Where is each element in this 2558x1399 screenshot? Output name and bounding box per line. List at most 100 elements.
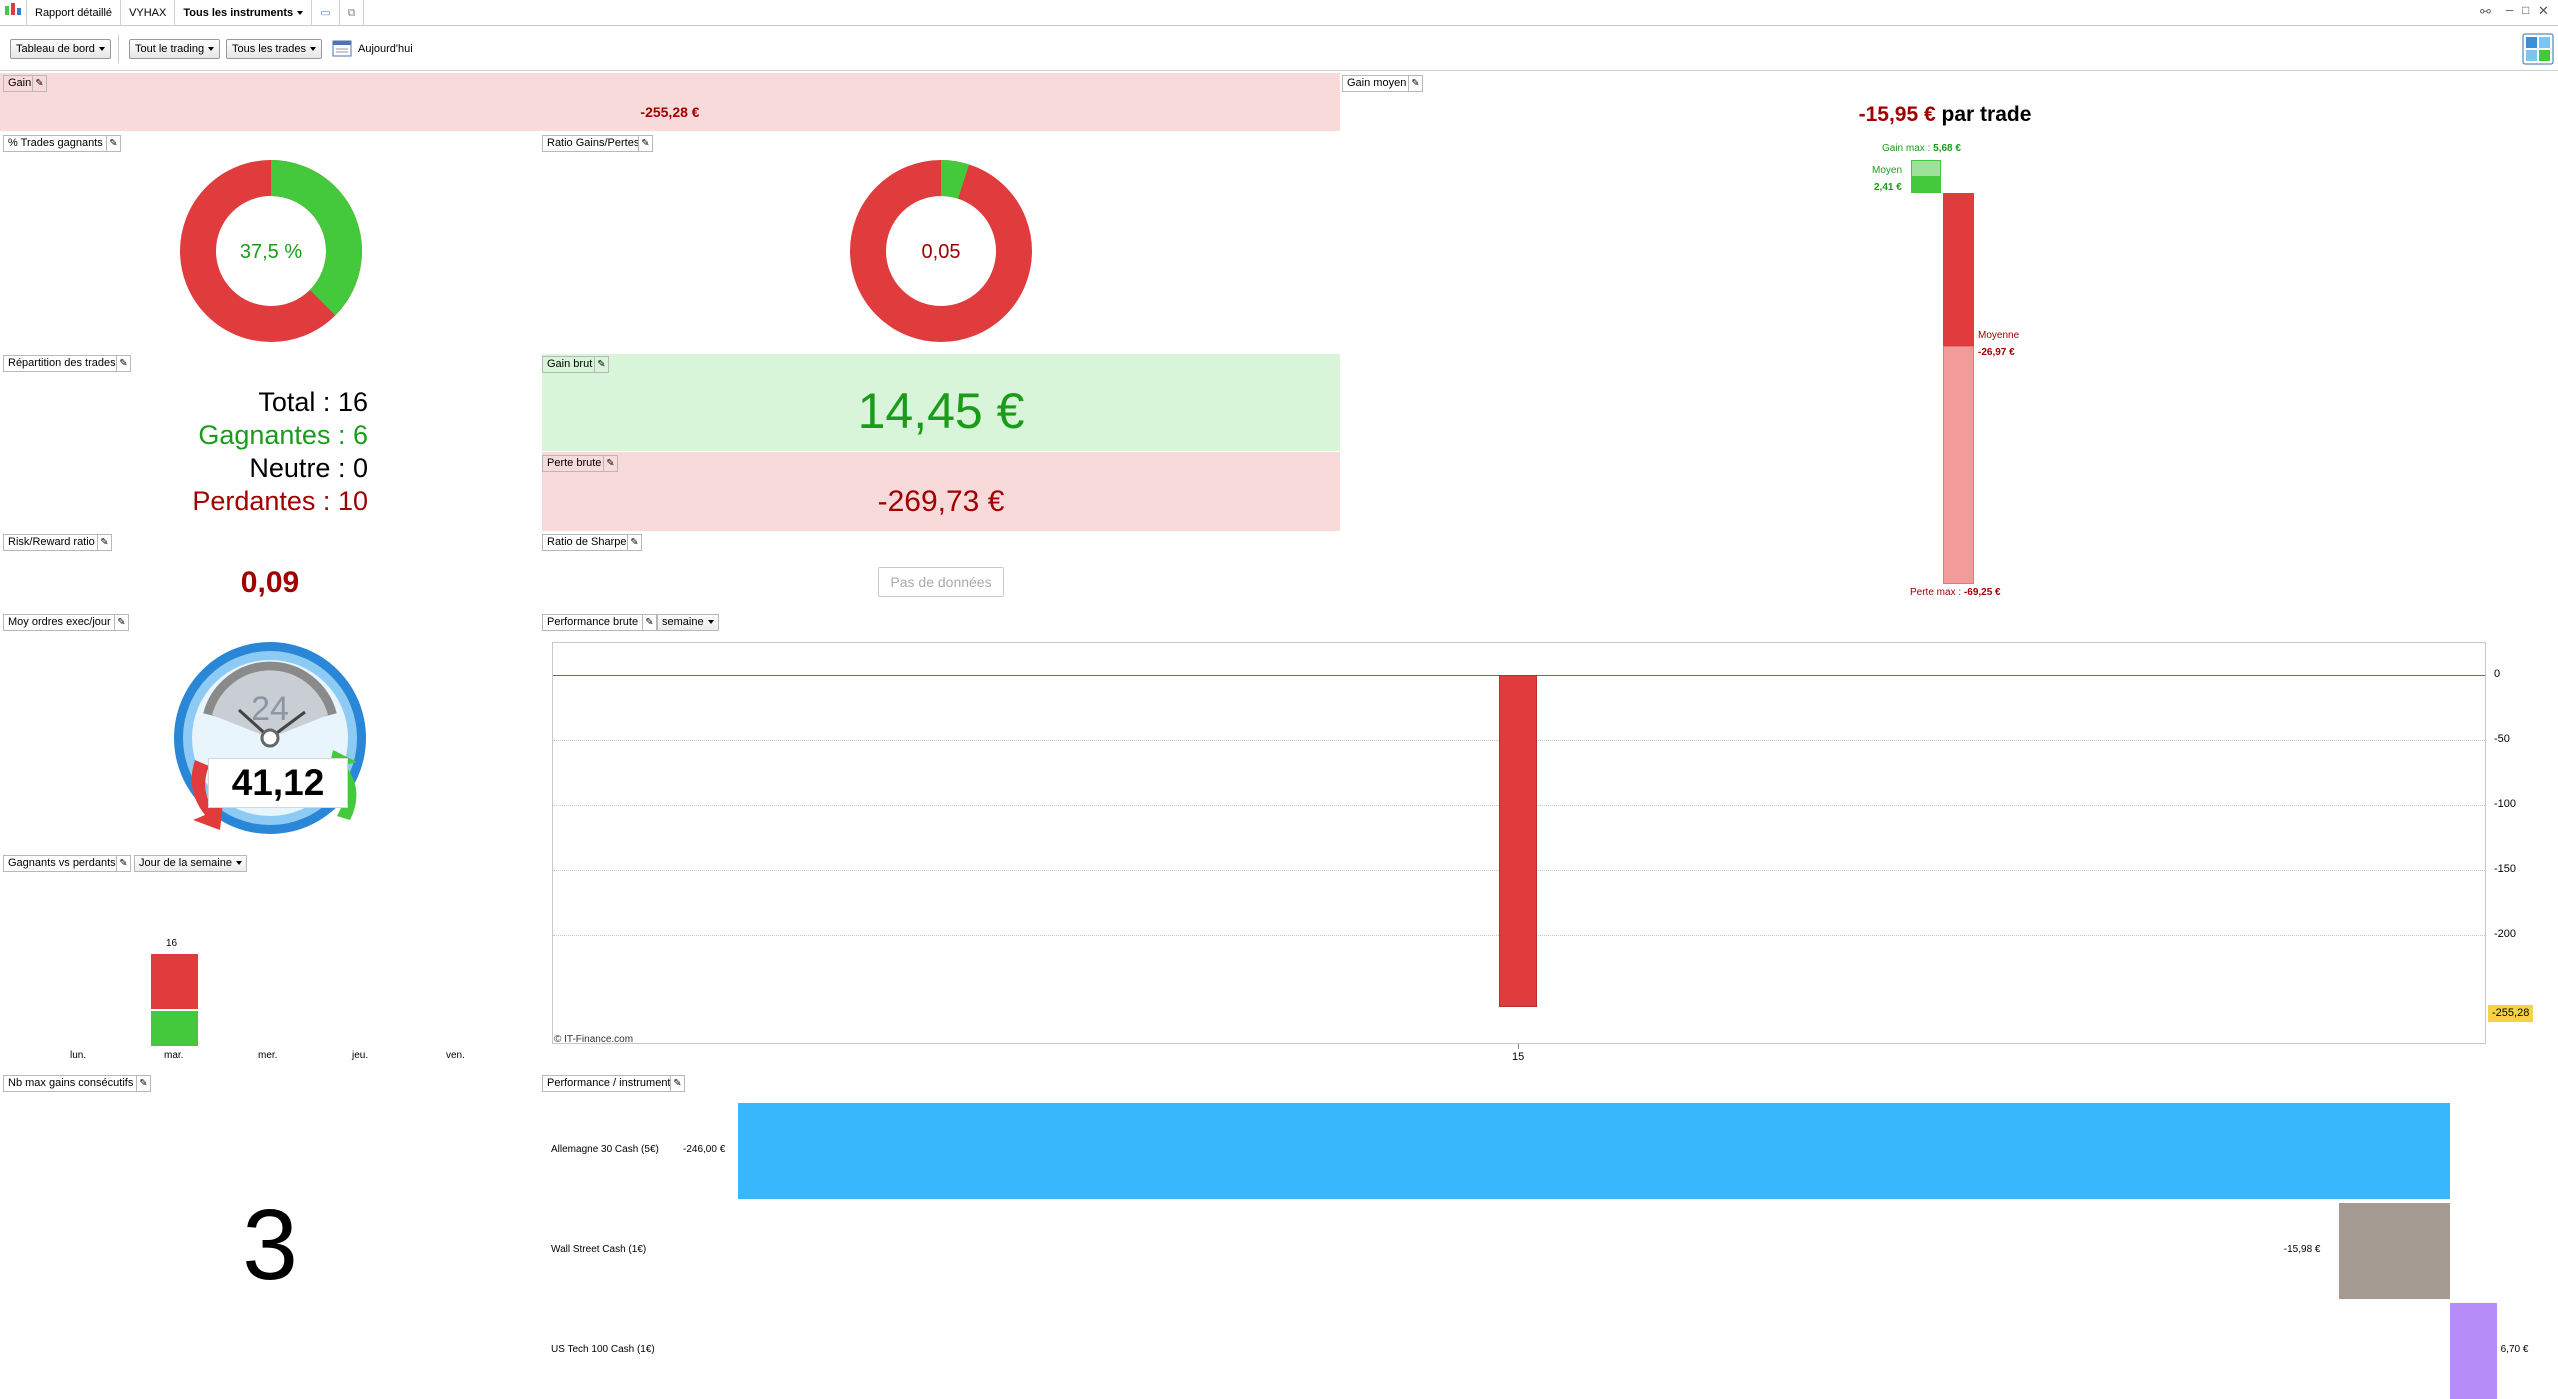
max-gain-text: Gain max : 5,68 €	[1882, 143, 1961, 154]
max-loss-value: -69,25 €	[1963, 587, 2001, 598]
x-tick-label: 15	[1512, 1051, 1525, 1063]
pin-icon[interactable]: ✎	[97, 534, 112, 551]
trading-filter-label: Tout le trading	[135, 43, 205, 55]
pin-icon[interactable]: ✎	[116, 855, 131, 872]
trading-filter-dropdown[interactable]: Tout le trading	[129, 39, 221, 59]
avg-loss-value: -26,97 €	[1978, 347, 2015, 358]
max-loss-text: Perte max : -69,25 €	[1910, 587, 2001, 598]
y-tick-label: -150	[2494, 863, 2517, 875]
max-gain-label: Gain max :	[1882, 143, 1931, 154]
pin-icon[interactable]: ✎	[116, 355, 131, 372]
win-pct-value: 37,5 %	[239, 241, 303, 263]
date-label[interactable]: Aujourd'hui	[358, 43, 413, 55]
total-label: Total :	[258, 387, 331, 417]
donut-win-arc	[850, 160, 1032, 342]
win-loss-grouping-dropdown[interactable]: Jour de la semaine	[134, 855, 247, 872]
last-value-badge: -255,28	[2488, 1005, 2534, 1022]
loss-row: Perdantes : 10	[0, 485, 368, 518]
chevron-down-icon	[98, 47, 105, 52]
max-gain-value: 5,68 €	[1933, 143, 1961, 154]
trades-filter-dropdown[interactable]: Tous les trades	[226, 39, 322, 59]
dashboard-layout-icon[interactable]	[2522, 33, 2554, 70]
gross-gain-value: 14,45 €	[857, 383, 1025, 439]
win-pct-donut	[180, 160, 362, 342]
day-label: jeu.	[352, 1050, 369, 1061]
pin-icon[interactable]: ✎	[670, 1075, 685, 1092]
max-gain-bar	[1911, 160, 1941, 177]
chevron-down-icon	[297, 10, 304, 15]
loss-label: Perdantes :	[192, 486, 331, 516]
instrument-bar	[2450, 1303, 2497, 1399]
pin-icon[interactable]: ✎	[594, 356, 609, 373]
calendar-icon[interactable]	[332, 38, 352, 63]
chevron-down-icon	[235, 861, 242, 866]
gross-loss-panel	[542, 452, 1340, 531]
chevron-down-icon	[208, 47, 215, 52]
perf-period-dropdown[interactable]: semaine	[657, 614, 719, 631]
gain-value: -255,28 €	[640, 104, 700, 120]
pin-icon[interactable]: ✎	[114, 614, 129, 631]
pin-icon[interactable]: ✎	[136, 1075, 151, 1092]
avg-gain-value: -15,95 €	[1858, 103, 1936, 126]
avg-gain-suffix: par trade	[1941, 103, 2032, 126]
chevron-down-icon	[309, 47, 316, 52]
ratio-gl-value: 0,05	[921, 241, 961, 263]
gross-loss-label: Perte brute	[542, 455, 607, 472]
pin-icon[interactable]: ✎	[638, 135, 653, 152]
day-label: lun.	[70, 1050, 87, 1061]
close-icon[interactable]: ✕	[2538, 3, 2549, 18]
pin-icon[interactable]: ✎	[627, 534, 642, 551]
dashboard-dropdown[interactable]: Tableau de bord	[10, 39, 111, 59]
share-icon[interactable]: ⚯	[2480, 4, 2491, 19]
dashboard-label: Tableau de bord	[16, 43, 95, 55]
perf-gross-plot	[552, 642, 2486, 1044]
neutral-value: 0	[352, 453, 368, 483]
avg-gain-headline: -15,95 € par trade	[1700, 103, 2190, 127]
y-tick-label: -100	[2494, 798, 2517, 810]
neutral-label: Neutre :	[249, 453, 346, 483]
day-label: mer.	[258, 1050, 278, 1061]
tab-report[interactable]: Rapport détaillé	[27, 0, 122, 26]
pin-icon[interactable]: ✎	[1408, 75, 1423, 92]
y-tick-label: -200	[2494, 928, 2517, 940]
clock-icon: 24	[174, 642, 366, 834]
avg-win-label: Moyen	[1872, 165, 1903, 176]
restore-icon[interactable]: □	[2522, 3, 2530, 17]
instrument-value: 6,70 €	[2500, 1344, 2529, 1355]
pin-icon[interactable]: ✎	[642, 614, 657, 631]
toolbar-divider	[118, 35, 119, 63]
pin-icon[interactable]: ✎	[603, 455, 618, 472]
gross-loss-value: -269,73 €	[877, 485, 1005, 518]
pin-icon[interactable]: ✎	[106, 135, 121, 152]
loss-bar	[151, 953, 198, 1010]
gain-panel	[0, 73, 1340, 131]
account-label[interactable]: VYHAX	[121, 0, 176, 26]
donut-win-arc	[180, 160, 362, 342]
avg-win-bar	[1911, 177, 1941, 193]
pin-icon[interactable]: ✎	[32, 75, 47, 92]
copy-icon[interactable]: ⧉	[340, 0, 365, 26]
total-value: 16	[337, 387, 368, 417]
ratio-gl-label: Ratio Gains/Pertes	[542, 135, 645, 152]
ratio-gl-donut	[850, 160, 1032, 342]
max-loss-label: Perte max :	[1910, 587, 1962, 598]
minimize-icon[interactable]: –	[2506, 2, 2514, 17]
instruments-selector[interactable]: Tous les instruments	[175, 0, 313, 26]
total-label: 16	[166, 937, 178, 949]
title-bar: Rapport détaillé VYHAX Tous les instrume…	[0, 0, 2558, 26]
trades-filter-label: Tous les trades	[232, 43, 306, 55]
y-tick-label: 0	[2494, 668, 2501, 680]
max-loss-bar	[1943, 346, 1974, 584]
instrument-value: -246,00 €	[683, 1144, 726, 1155]
day-label: ven.	[446, 1050, 465, 1061]
watermark: © IT-Finance.com	[554, 1034, 634, 1045]
popup-window-icon[interactable]: ▭	[312, 0, 340, 26]
chevron-down-icon	[707, 620, 714, 625]
instrument-name: Allemagne 30 Cash (5€)	[551, 1144, 659, 1155]
total-row: Total : 16	[0, 386, 368, 419]
day-label: mar.	[164, 1050, 184, 1061]
perf-gross-label: Performance brute	[542, 614, 644, 631]
win-value: 6	[352, 420, 368, 450]
max-consec-label: Nb max gains consécutifs	[3, 1075, 139, 1092]
instruments-selector-label: Tous les instruments	[183, 6, 294, 19]
